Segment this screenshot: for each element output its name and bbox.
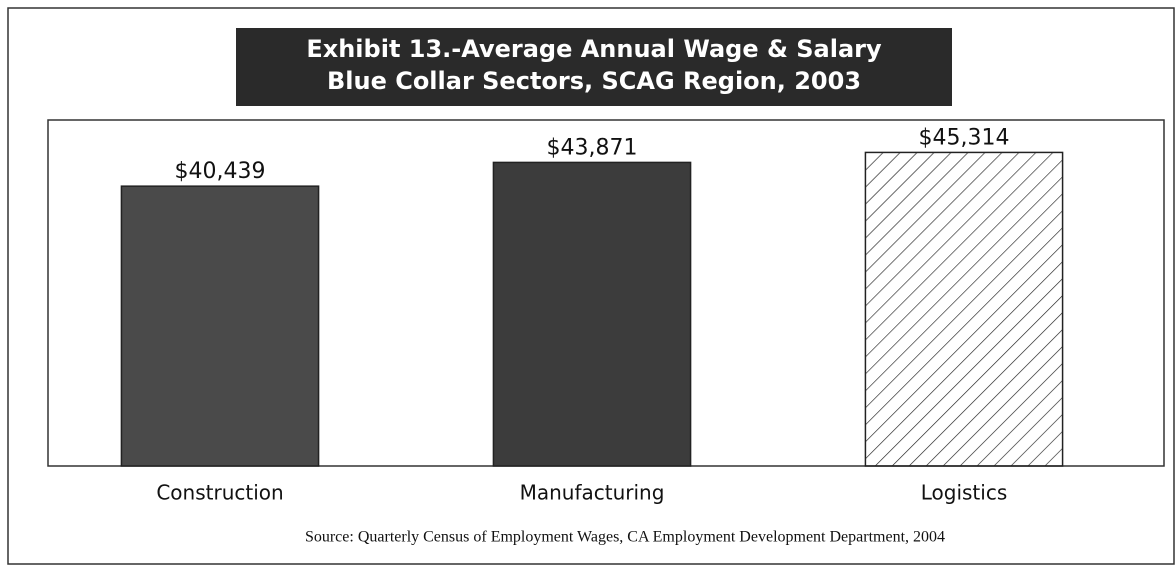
source-note: Source: Quarterly Census of Employment W… [305,529,945,546]
x-tick-label: Construction [156,481,283,505]
chart-title: Blue Collar Sectors, SCAG Region, 2003 [327,67,861,95]
value-label: $45,314 [919,125,1010,150]
bar [492,161,692,467]
x-tick-label: Manufacturing [520,481,665,505]
frame [7,7,1175,565]
x-tick-label: Logistics [921,481,1008,505]
bar [864,151,1064,467]
value-label: $43,871 [547,135,638,160]
value-label: $40,439 [175,159,266,184]
chart-title: Exhibit 13.-Average Annual Wage & Salary [306,35,882,63]
title-box [236,28,952,106]
bar [120,185,320,467]
